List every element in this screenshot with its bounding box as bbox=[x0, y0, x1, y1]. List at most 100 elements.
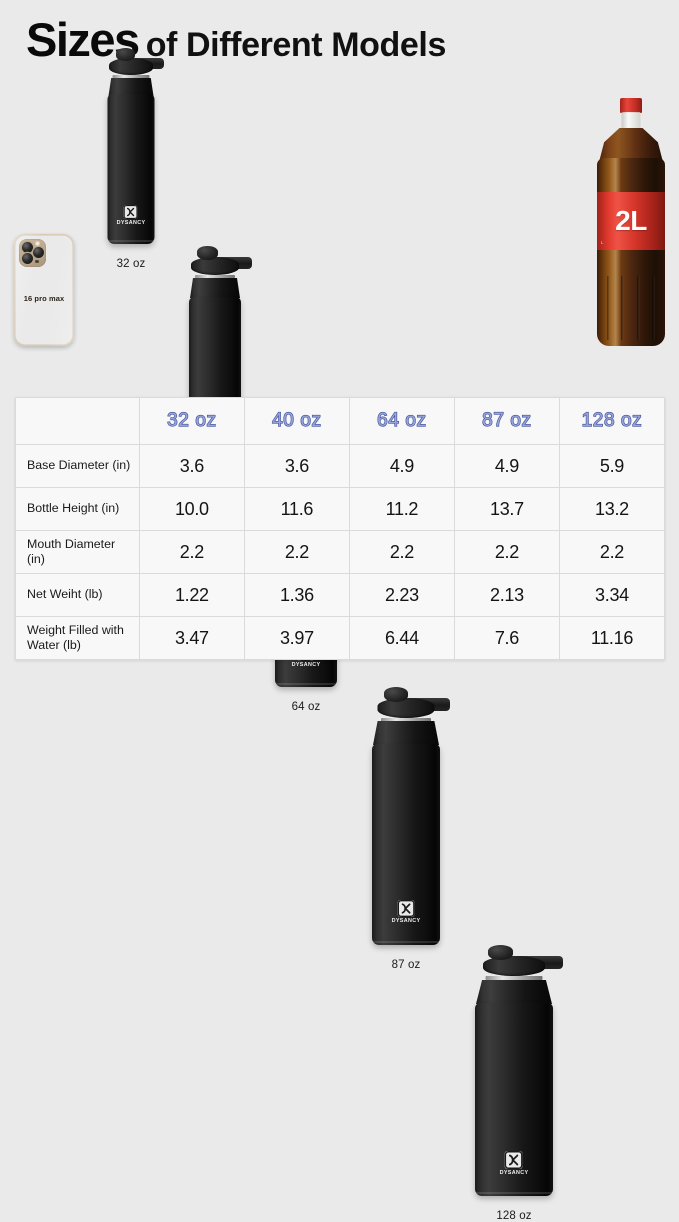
product-bottle-32oz: DYSANCY 32 oz bbox=[92, 44, 170, 270]
soda-flute bbox=[637, 276, 640, 340]
soda-highlight bbox=[610, 158, 621, 346]
soda-label-unit: L bbox=[601, 240, 604, 245]
table-col-header-32oz: 32 oz bbox=[138, 397, 245, 445]
table-row: Mouth Diameter (in) 2.2 2.2 2.2 2.2 2.2 bbox=[15, 530, 666, 574]
cap-lid-icon bbox=[191, 257, 239, 275]
table-row: Base Diameter (in) 3.6 3.6 4.9 4.9 5.9 bbox=[15, 444, 666, 488]
row-label-base-diameter: Base Diameter (in) bbox=[15, 444, 140, 488]
bottle-base-rim bbox=[107, 240, 155, 242]
brand-logo: DYSANCY bbox=[116, 204, 146, 226]
table-col-header-128oz: 128 oz bbox=[558, 397, 666, 445]
brand-name: DYSANCY bbox=[499, 1170, 529, 1176]
brand-logo: DYSANCY bbox=[499, 1150, 529, 1176]
camera-lens-icon bbox=[33, 247, 44, 258]
camera-mic-icon bbox=[35, 259, 39, 263]
soda-bottle-icon: 2L L bbox=[597, 98, 665, 346]
bottle-shoulder bbox=[190, 278, 240, 298]
row-label-weight-filled: Weight Filled with Water (lb) bbox=[15, 616, 140, 660]
brand-logo-icon bbox=[505, 1150, 523, 1169]
cell-base-diameter-64oz: 4.9 bbox=[348, 444, 455, 488]
cell-net-weight-32oz: 1.22 bbox=[138, 573, 245, 617]
iphone-icon: 16 pro max bbox=[14, 234, 74, 346]
cell-weight-filled-87oz: 7.6 bbox=[453, 616, 560, 660]
table-col-header-64oz: 64 oz bbox=[348, 397, 455, 445]
specifications-table: 32 oz 40 oz 64 oz 87 oz 128 oz Base Diam… bbox=[15, 397, 666, 660]
soda-flute bbox=[652, 276, 655, 340]
bottle-base-rim bbox=[275, 683, 337, 685]
cell-mouth-diameter-32oz: 2.2 bbox=[138, 530, 245, 574]
cell-weight-filled-128oz: 11.16 bbox=[558, 616, 666, 660]
table-col-header-40oz: 40 oz bbox=[243, 397, 350, 445]
bottle-base-rim bbox=[475, 1192, 553, 1194]
camera-lens-icon bbox=[21, 241, 33, 253]
table-row: Weight Filled with Water (lb) 3.47 3.97 … bbox=[15, 616, 666, 660]
brand-logo-icon bbox=[124, 204, 138, 219]
neck-ring-icon bbox=[381, 718, 431, 722]
cell-weight-filled-64oz: 6.44 bbox=[348, 616, 455, 660]
table-corner-cell bbox=[15, 397, 140, 445]
cell-net-weight-87oz: 2.13 bbox=[453, 573, 560, 617]
neck-ring-icon bbox=[195, 275, 235, 278]
cell-weight-filled-32oz: 3.47 bbox=[138, 616, 245, 660]
table-header-row: 32 oz 40 oz 64 oz 87 oz 128 oz bbox=[15, 397, 666, 445]
cell-net-weight-128oz: 3.34 bbox=[558, 573, 666, 617]
soda-label: 2L L bbox=[597, 192, 665, 250]
table-body: Base Diameter (in) 3.6 3.6 4.9 4.9 5.9 B… bbox=[15, 444, 666, 660]
cell-mouth-diameter-128oz: 2.2 bbox=[558, 530, 666, 574]
cell-base-diameter-128oz: 5.9 bbox=[558, 444, 666, 488]
table-row: Bottle Height (in) 10.0 11.6 11.2 13.7 1… bbox=[15, 487, 666, 531]
cell-bottle-height-32oz: 10.0 bbox=[138, 487, 245, 531]
product-size-label: 64 oz bbox=[291, 701, 321, 713]
row-label-bottle-height: Bottle Height (in) bbox=[15, 487, 140, 531]
bottle-shoulder bbox=[108, 78, 154, 96]
table-row: Net Weiht (lb) 1.22 1.36 2.23 2.13 3.34 bbox=[15, 573, 666, 617]
cell-mouth-diameter-87oz: 2.2 bbox=[453, 530, 560, 574]
camera-lens-icon bbox=[21, 253, 33, 264]
neck-ring-icon bbox=[112, 75, 150, 78]
brand-name: DYSANCY bbox=[391, 918, 421, 924]
phone-model-text: 16 pro max bbox=[23, 294, 65, 303]
bottle-base-rim bbox=[372, 941, 440, 943]
soda-shoulder bbox=[599, 128, 663, 162]
cell-base-diameter-32oz: 3.6 bbox=[138, 444, 245, 488]
cell-mouth-diameter-64oz: 2.2 bbox=[348, 530, 455, 574]
bottle-shoulder bbox=[476, 980, 552, 1004]
cap-spout-icon bbox=[488, 945, 513, 960]
cell-net-weight-40oz: 1.36 bbox=[243, 573, 350, 617]
cell-bottle-height-87oz: 13.7 bbox=[453, 487, 560, 531]
cap-lid-icon bbox=[109, 58, 153, 75]
row-label-net-weight: Net Weiht (lb) bbox=[15, 573, 140, 617]
cell-base-diameter-87oz: 4.9 bbox=[453, 444, 560, 488]
product-cola-2l: 2L L bbox=[597, 98, 665, 346]
camera-flash-icon bbox=[34, 240, 40, 246]
brand-logo: DYSANCY bbox=[391, 899, 421, 924]
soda-neck bbox=[621, 112, 641, 130]
product-size-label: 87 oz bbox=[391, 959, 421, 971]
product-size-label: 128 oz bbox=[496, 1210, 532, 1222]
product-size-label: 32 oz bbox=[116, 258, 146, 270]
table-header: 32 oz 40 oz 64 oz 87 oz 128 oz bbox=[15, 397, 666, 445]
bottle-body bbox=[107, 94, 155, 244]
page-title: Sizes of Different Models bbox=[26, 12, 446, 67]
soda-flute bbox=[621, 276, 624, 340]
soda-cap-icon bbox=[620, 98, 642, 113]
row-label-mouth-diameter: Mouth Diameter (in) bbox=[15, 530, 140, 574]
neck-ring-icon bbox=[485, 976, 543, 980]
cell-weight-filled-40oz: 3.97 bbox=[243, 616, 350, 660]
table-col-header-87oz: 87 oz bbox=[453, 397, 560, 445]
cap-spout-icon bbox=[197, 246, 218, 260]
cap-lid-icon bbox=[483, 956, 545, 976]
product-lineup: 16 pro max DYSANCY 32 oz bbox=[0, 48, 679, 1222]
cell-mouth-diameter-40oz: 2.2 bbox=[243, 530, 350, 574]
cap-spout-icon bbox=[116, 48, 135, 61]
page-title-rest: of Different Models bbox=[145, 26, 447, 64]
cell-bottle-height-40oz: 11.6 bbox=[243, 487, 350, 531]
soda-label-volume: 2L bbox=[615, 205, 647, 236]
brand-name: DYSANCY bbox=[291, 662, 321, 668]
cap-spout-icon bbox=[384, 687, 408, 702]
product-bottle-128oz: DYSANCY 128 oz bbox=[455, 945, 573, 1222]
brand-logo-icon bbox=[397, 899, 415, 917]
soda-flute bbox=[607, 276, 610, 340]
brand-name: DYSANCY bbox=[116, 220, 146, 226]
cell-bottle-height-64oz: 11.2 bbox=[348, 487, 455, 531]
